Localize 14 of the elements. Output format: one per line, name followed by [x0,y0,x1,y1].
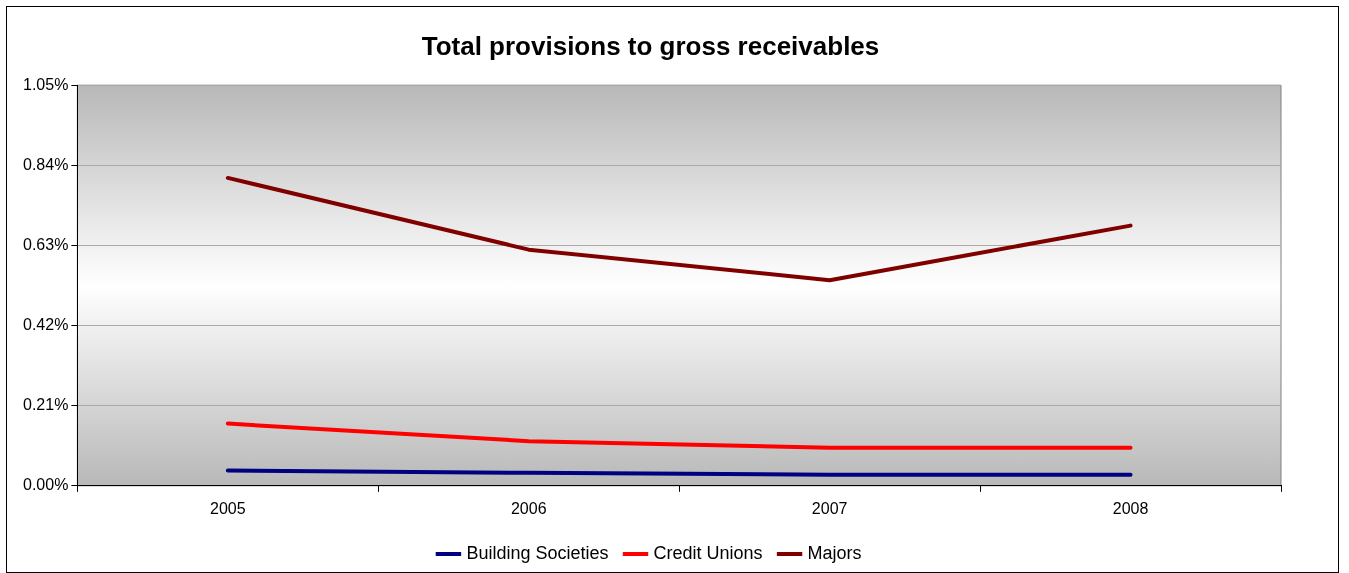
legend-label: Credit Unions [653,542,763,563]
x-tick-label: 2005 [210,499,246,517]
legend-label: Building Societies [466,542,609,563]
x-tick-label: 2006 [510,499,547,517]
x-tick-label: 2007 [811,499,848,517]
legend-label: Majors [807,542,862,563]
chart-title: Total provisions to gross receivables [421,30,880,61]
y-tick-label: 0.00% [22,476,69,494]
y-tick-label: 0.63% [22,235,69,253]
y-tick-label: 1.05% [22,75,69,93]
y-tick-label: 0.21% [22,396,69,414]
y-tick-label: 0.84% [22,155,69,173]
y-tick-label: 0.42% [22,315,69,333]
x-tick-label: 2008 [1112,499,1149,517]
